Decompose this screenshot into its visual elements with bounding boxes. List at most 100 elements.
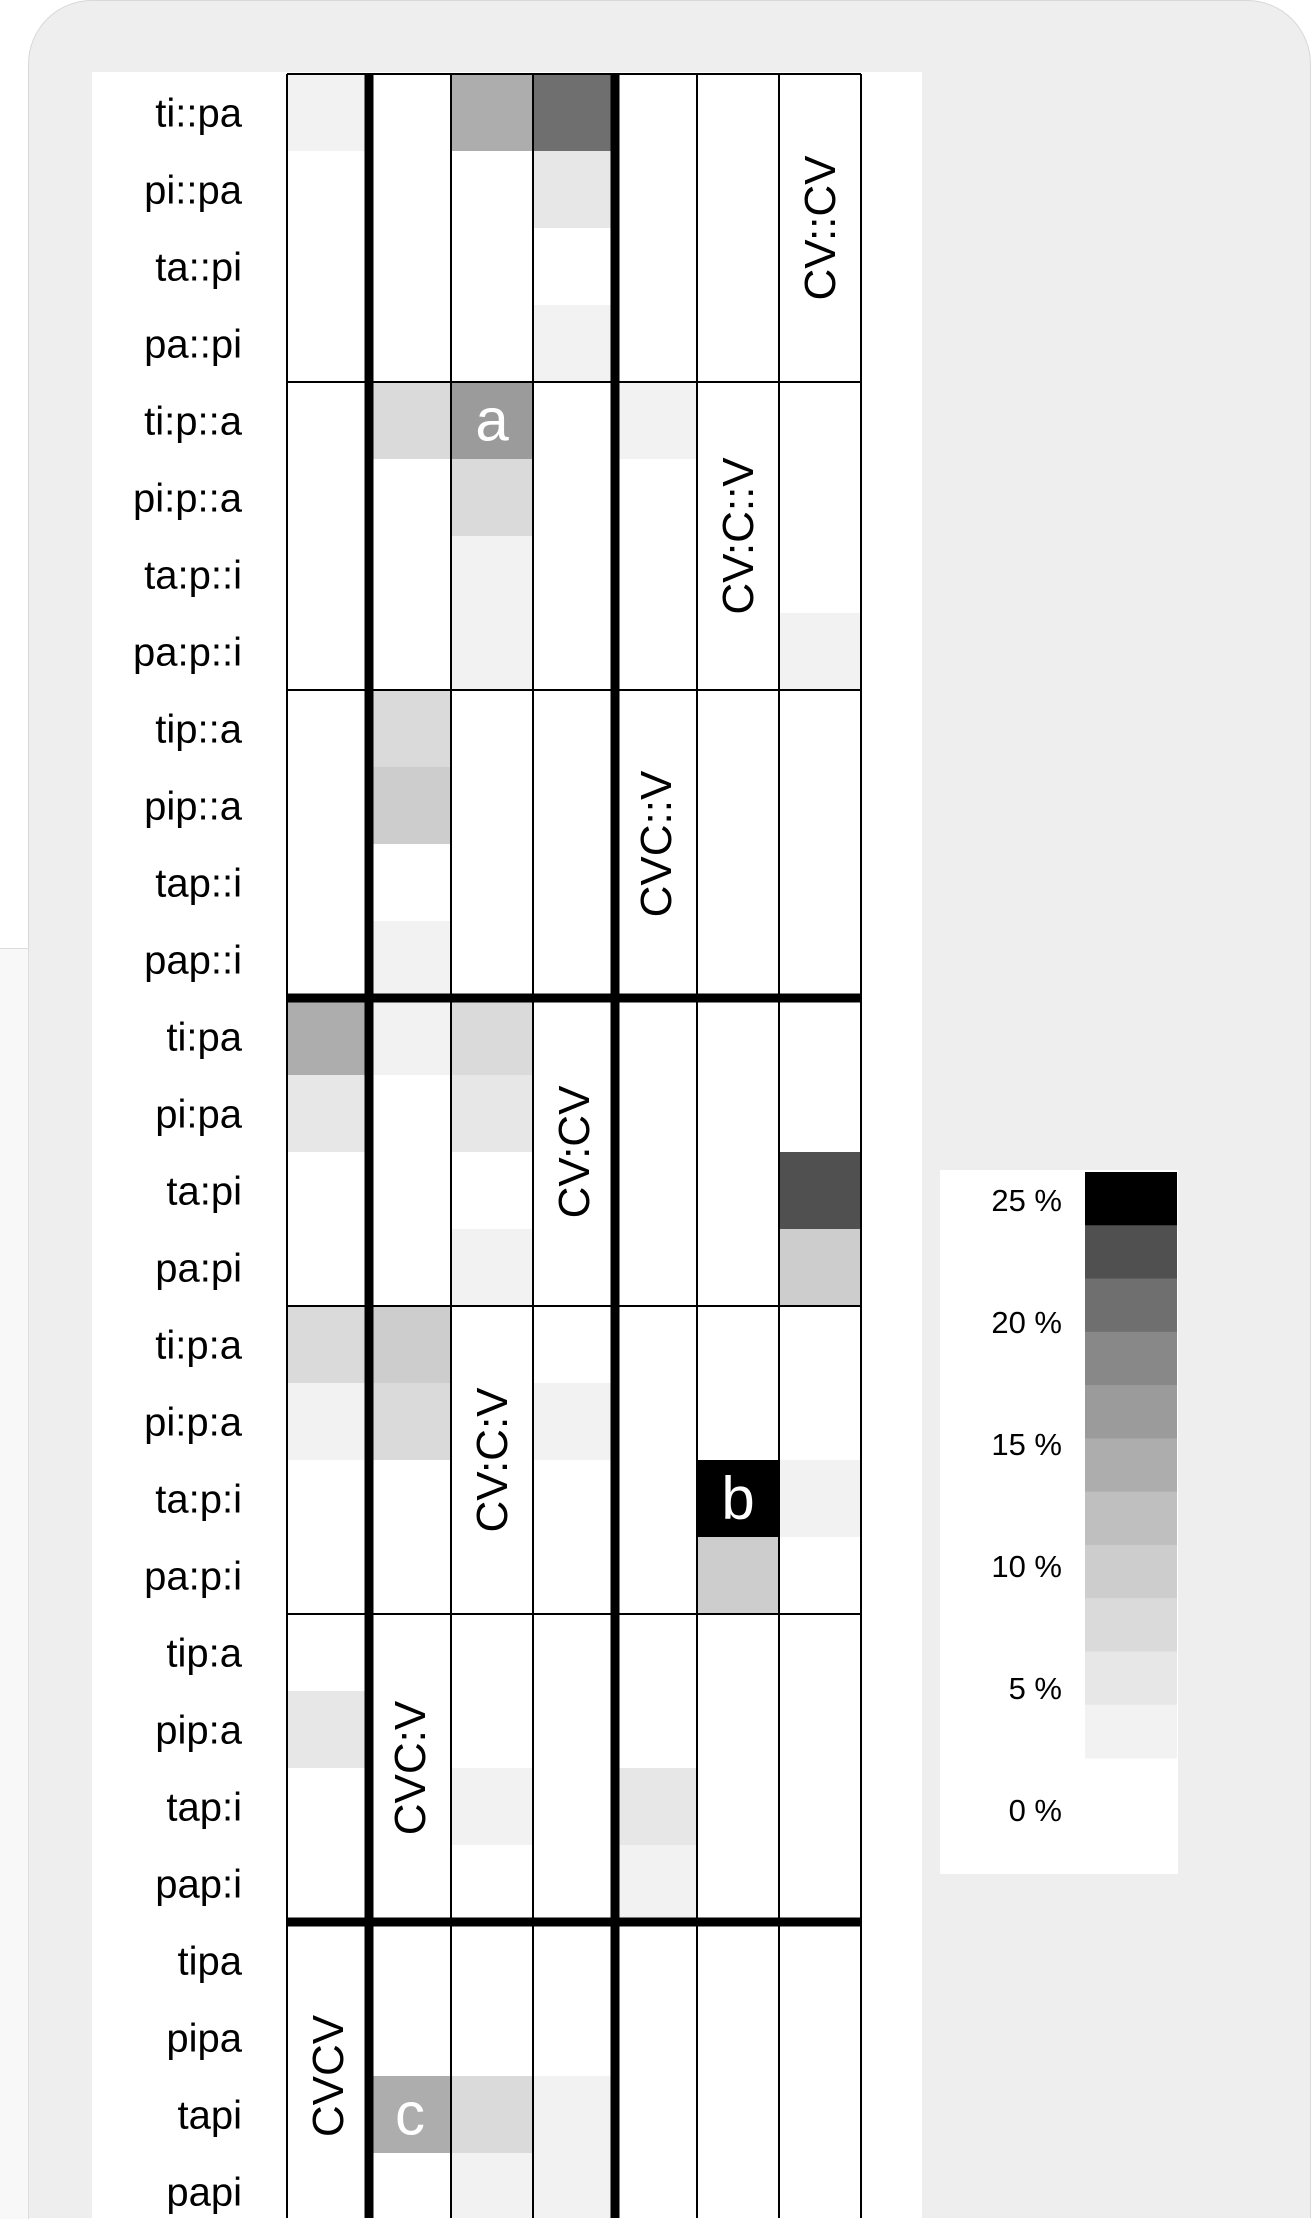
heatmap-cell — [697, 1614, 779, 1691]
row-label: tap:i — [166, 1786, 242, 1830]
heatmap-cell — [615, 1922, 697, 1999]
heatmap-cell — [779, 1306, 861, 1383]
heatmap-cell — [779, 844, 861, 921]
heatmap-cell — [779, 1922, 861, 1999]
legend-swatch — [1085, 1278, 1177, 1333]
heatmap-cell — [287, 613, 369, 690]
heatmap-cell — [451, 1845, 533, 1922]
heatmap-cell — [533, 1152, 615, 1229]
heatmap-cell — [697, 1922, 779, 1999]
heatmap-cell — [451, 1691, 533, 1768]
heatmap-cell — [369, 844, 451, 921]
row-label: tap::i — [155, 862, 242, 906]
heatmap-cell — [779, 382, 861, 459]
heatmap-cell — [287, 1845, 369, 1922]
heatmap-cell — [369, 1768, 451, 1845]
heatmap-cell — [287, 1537, 369, 1614]
heatmap-cell — [287, 1691, 369, 1768]
heatmap-cell — [615, 382, 697, 459]
row-label: pi:p::a — [133, 477, 243, 521]
heatmap-cell — [369, 1537, 451, 1614]
heatmap-cell — [779, 74, 861, 151]
heatmap-cell — [697, 536, 779, 613]
legend-swatch — [1085, 1544, 1177, 1599]
row-label: ti::pa — [155, 92, 242, 136]
heatmap-cell — [697, 228, 779, 305]
heatmap-cell — [697, 1383, 779, 1460]
heatmap-cell — [451, 844, 533, 921]
heatmap-cell — [533, 2076, 615, 2153]
heatmap-cell — [615, 1845, 697, 1922]
heatmap-cell — [779, 1768, 861, 1845]
heatmap-cell — [451, 1999, 533, 2076]
row-label: pipa — [166, 2017, 242, 2061]
heatmap-cell — [287, 1383, 369, 1460]
row-label: pa:p::i — [133, 631, 242, 675]
legend-swatch — [1085, 1651, 1177, 1706]
heatmap-cell — [697, 1691, 779, 1768]
heatmap-cell — [697, 767, 779, 844]
heatmap-cell — [779, 1383, 861, 1460]
heatmap-cell — [615, 998, 697, 1075]
heatmap-cell — [615, 1999, 697, 2076]
heatmap-cell — [779, 921, 861, 998]
row-label: tapi — [178, 2094, 243, 2138]
heatmap-cell — [615, 536, 697, 613]
heatmap-cell — [451, 459, 533, 536]
heatmap-cell — [779, 690, 861, 767]
heatmap-cell — [287, 2076, 369, 2153]
grid-lines — [286, 73, 862, 2218]
heatmap-cell — [779, 536, 861, 613]
block-label: CV:C::V — [714, 457, 763, 615]
heatmap-cell — [533, 1306, 615, 1383]
heatmap-cell — [533, 228, 615, 305]
heatmap-cell — [697, 613, 779, 690]
heatmap-cell — [287, 151, 369, 228]
block-label: CV:C:V — [468, 1387, 517, 1533]
heatmap-cell — [451, 1537, 533, 1614]
heatmap-cell — [533, 613, 615, 690]
left-panel-edge — [0, 948, 29, 2219]
heatmap-cell — [615, 921, 697, 998]
heatmap-cell — [287, 767, 369, 844]
heatmap-cell — [451, 767, 533, 844]
legend-swatch — [1085, 1225, 1177, 1280]
heatmap-cell — [287, 1999, 369, 2076]
heatmap-cell — [451, 228, 533, 305]
heatmap-cell — [615, 690, 697, 767]
row-label: tipa — [178, 1940, 243, 1984]
heatmap-cell — [287, 459, 369, 536]
heatmap-cell — [451, 690, 533, 767]
legend-swatch — [1085, 1438, 1177, 1493]
heatmap-cell — [287, 536, 369, 613]
heatmap-cell — [369, 1460, 451, 1537]
legend-swatch — [1085, 1385, 1177, 1439]
heatmap-cell — [451, 1383, 533, 1460]
heatmap-cell — [533, 1845, 615, 1922]
legend-tick-label: 25 % — [991, 1183, 1062, 1218]
heatmap-cell — [615, 1460, 697, 1537]
heatmap-cell — [615, 1537, 697, 1614]
heatmap-cell — [697, 74, 779, 151]
heatmap-cell — [451, 921, 533, 998]
row-label: pa:p:i — [144, 1555, 242, 1599]
row-label: pap::i — [144, 939, 242, 983]
heatmap-cell — [615, 1075, 697, 1152]
heatmap-cell — [533, 1537, 615, 1614]
row-label: tip:a — [166, 1632, 242, 1676]
heatmap-cell — [697, 2153, 779, 2218]
heatmap-cell — [615, 459, 697, 536]
legend-tick-label: 10 % — [991, 1549, 1062, 1584]
heatmap-cell — [779, 2076, 861, 2153]
legend-swatch — [1085, 1598, 1177, 1652]
heatmap-cell — [451, 536, 533, 613]
heatmap-cell — [779, 1152, 861, 1229]
block-label: CVC::V — [632, 770, 681, 917]
heatmap-cell — [697, 1075, 779, 1152]
heatmap-cell — [369, 1614, 451, 1691]
heatmap-cell — [533, 998, 615, 1075]
cell-annotation: c — [395, 2081, 425, 2148]
heatmap-cell — [697, 151, 779, 228]
heatmap-cell — [533, 382, 615, 459]
heatmap-cell — [451, 998, 533, 1075]
